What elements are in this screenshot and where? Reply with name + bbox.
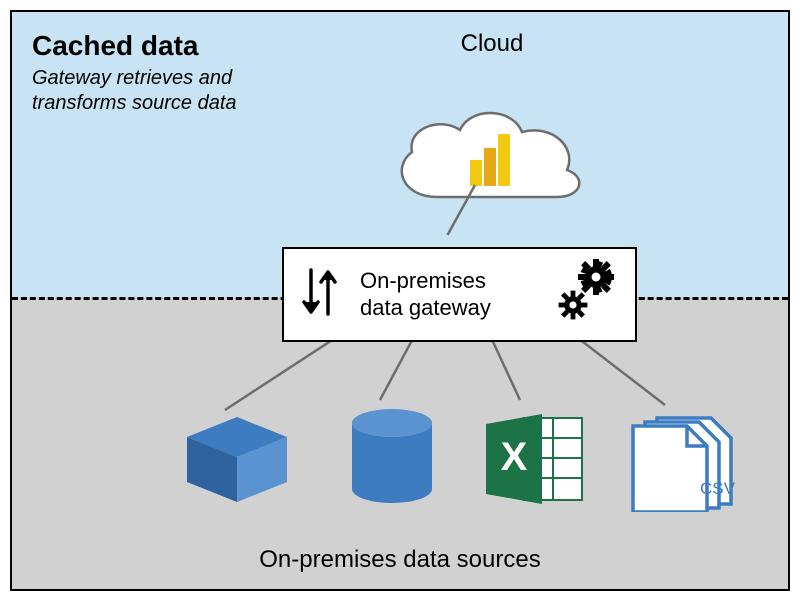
gateway-label-line2: data gateway — [360, 295, 491, 320]
gateway-box: On-premises data gateway — [282, 247, 637, 342]
sync-arrows-icon — [296, 262, 342, 327]
gateway-label: On-premises data gateway — [342, 268, 551, 321]
gateway-label-line1: On-premises — [360, 268, 486, 293]
diagram-canvas: Cached data Gateway retrieves and transf… — [10, 10, 790, 591]
gears-icon — [551, 257, 623, 332]
